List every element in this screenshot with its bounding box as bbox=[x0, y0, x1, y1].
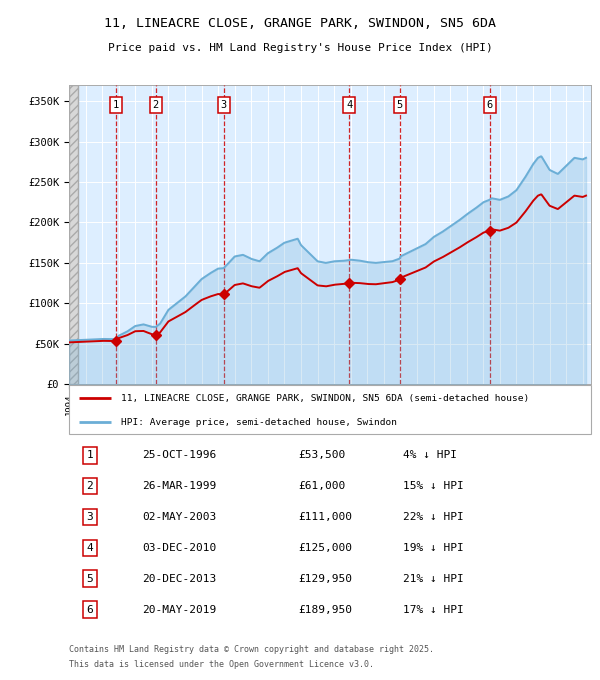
Text: £53,500: £53,500 bbox=[299, 450, 346, 460]
Text: 11, LINEACRE CLOSE, GRANGE PARK, SWINDON, SN5 6DA: 11, LINEACRE CLOSE, GRANGE PARK, SWINDON… bbox=[104, 17, 496, 30]
Text: 6: 6 bbox=[86, 605, 93, 615]
Text: £189,950: £189,950 bbox=[299, 605, 353, 615]
Text: 5: 5 bbox=[397, 100, 403, 110]
Text: £111,000: £111,000 bbox=[299, 512, 353, 522]
Text: 20-MAY-2019: 20-MAY-2019 bbox=[142, 605, 217, 615]
Text: 4: 4 bbox=[346, 100, 353, 110]
Text: 5: 5 bbox=[86, 574, 93, 583]
Text: 4: 4 bbox=[86, 543, 93, 553]
Text: £129,950: £129,950 bbox=[299, 574, 353, 583]
Text: 1: 1 bbox=[113, 100, 119, 110]
Text: 21% ↓ HPI: 21% ↓ HPI bbox=[403, 574, 464, 583]
Text: 4% ↓ HPI: 4% ↓ HPI bbox=[403, 450, 457, 460]
Text: 11, LINEACRE CLOSE, GRANGE PARK, SWINDON, SN5 6DA (semi-detached house): 11, LINEACRE CLOSE, GRANGE PARK, SWINDON… bbox=[121, 394, 529, 403]
Text: Price paid vs. HM Land Registry's House Price Index (HPI): Price paid vs. HM Land Registry's House … bbox=[107, 43, 493, 53]
Text: 2: 2 bbox=[152, 100, 159, 110]
Text: HPI: Average price, semi-detached house, Swindon: HPI: Average price, semi-detached house,… bbox=[121, 418, 397, 427]
Bar bbox=[69, 85, 78, 384]
Text: 3: 3 bbox=[220, 100, 227, 110]
Text: 22% ↓ HPI: 22% ↓ HPI bbox=[403, 512, 464, 522]
Text: £125,000: £125,000 bbox=[299, 543, 353, 553]
Text: 20-DEC-2013: 20-DEC-2013 bbox=[142, 574, 217, 583]
Text: 25-OCT-1996: 25-OCT-1996 bbox=[142, 450, 217, 460]
Text: 1: 1 bbox=[86, 450, 93, 460]
Text: 26-MAR-1999: 26-MAR-1999 bbox=[142, 481, 217, 491]
FancyBboxPatch shape bbox=[69, 385, 591, 435]
Text: This data is licensed under the Open Government Licence v3.0.: This data is licensed under the Open Gov… bbox=[69, 660, 374, 669]
Text: 17% ↓ HPI: 17% ↓ HPI bbox=[403, 605, 464, 615]
Text: 15% ↓ HPI: 15% ↓ HPI bbox=[403, 481, 464, 491]
Text: 3: 3 bbox=[86, 512, 93, 522]
Text: 19% ↓ HPI: 19% ↓ HPI bbox=[403, 543, 464, 553]
Text: 2: 2 bbox=[86, 481, 93, 491]
Text: 6: 6 bbox=[487, 100, 493, 110]
Text: £61,000: £61,000 bbox=[299, 481, 346, 491]
Text: 03-DEC-2010: 03-DEC-2010 bbox=[142, 543, 217, 553]
Text: 02-MAY-2003: 02-MAY-2003 bbox=[142, 512, 217, 522]
Text: Contains HM Land Registry data © Crown copyright and database right 2025.: Contains HM Land Registry data © Crown c… bbox=[69, 645, 434, 654]
